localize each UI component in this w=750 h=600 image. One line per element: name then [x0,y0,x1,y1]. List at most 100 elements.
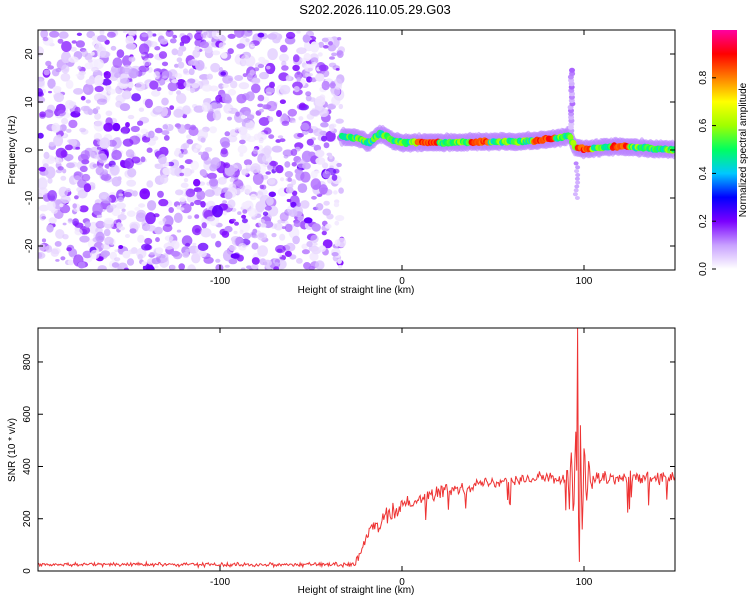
noise-blob [80,95,86,101]
noise-blob [68,119,78,129]
ridge-spike [575,180,581,185]
noise-blob [234,221,239,226]
noise-blob [84,221,92,228]
noise-blob [296,77,301,82]
noise-blob [322,239,333,249]
noise-blob [293,205,303,218]
noise-blob [79,165,88,173]
noise-blob [296,258,303,264]
noise-blob [215,240,222,248]
noise-blob [259,71,269,80]
noise-blob [293,86,300,93]
noise-blob [267,177,276,185]
noise-blob [119,82,129,89]
y-tick-label: 200 [22,510,33,527]
noise-blob [53,135,64,147]
noise-blob [241,218,248,224]
noise-blob [281,120,290,127]
noise-blob [246,265,252,270]
noise-blob [120,159,126,166]
noise-blob [186,134,192,139]
noise-blob [77,65,82,70]
noise-blob [163,215,174,227]
noise-blob [321,230,327,236]
noise-blob [45,245,53,253]
noise-blob [38,88,44,97]
noise-blob [176,229,182,233]
noise-blob [169,264,177,270]
ridge-spike [573,188,579,193]
noise-blob [93,58,105,70]
noise-blob [53,92,65,103]
noise-blob [305,91,312,97]
noise-blob [275,245,286,254]
noise-blob [275,164,284,174]
x-tick-label: 100 [576,577,593,588]
noise-blob [75,146,81,150]
noise-blob [257,63,265,69]
noise-blob [271,145,283,153]
noise-blob [135,212,146,222]
noise-blob [223,187,229,193]
noise-blob [194,45,200,52]
noise-blob [190,160,199,171]
x-tick-label: -100 [210,577,230,588]
noise-blob [266,65,271,70]
noise-blob [139,188,150,200]
noise-blob [38,177,48,190]
noise-blob [116,49,125,58]
noise-blob [81,159,90,165]
noise-blob [185,249,191,253]
noise-blob [255,201,265,213]
noise-blob [51,122,61,133]
noise-blob [267,33,278,40]
colorbar-ticks: 0.0 0.2 0.4 0.6 0.8 [698,70,716,276]
noise-blob [67,218,73,224]
noise-blob [238,126,248,136]
noise-blob [256,191,264,199]
noise-blob [65,79,74,89]
noise-blob [43,151,50,159]
noise-blob [336,50,344,58]
noise-blob [124,191,132,198]
noise-blob [162,217,167,223]
noise-blob [250,43,256,48]
noise-blob [301,249,310,255]
noise-blob [173,212,183,223]
noise-blob [131,156,141,164]
noise-blob [162,167,172,176]
noise-blob [195,144,202,149]
colorbar: 0.0 0.2 0.4 0.6 0.8 Normalized spectral ampl… [698,30,749,276]
noise-blob [190,202,195,207]
noise-blob [199,169,207,177]
noise-blob [141,243,152,251]
noise-blob [188,68,195,76]
noise-blob [154,105,163,113]
noise-blob [38,78,45,87]
noise-blob [243,118,251,123]
noise-blob [208,178,219,187]
noise-blob [40,30,49,39]
noise-blob [291,120,296,124]
noise-blob [234,75,244,81]
noise-blob [190,169,195,174]
noise-blob [85,99,91,104]
noise-blob [93,132,102,141]
noise-blob [49,30,60,38]
noise-blob [146,225,156,232]
noise-blob [127,168,137,178]
noise-blob [287,177,293,183]
noise-blob [151,90,161,97]
noise-blob [222,210,227,216]
noise-blob [280,177,285,182]
noise-blob [200,201,206,208]
ridge-spike [573,161,579,166]
noise-blob [197,242,209,251]
noise-blob [111,149,122,161]
noise-blob [227,33,236,39]
noise-blob [210,102,219,110]
noise-blob [137,120,144,126]
noise-blob [296,202,302,207]
noise-blob [61,41,72,52]
